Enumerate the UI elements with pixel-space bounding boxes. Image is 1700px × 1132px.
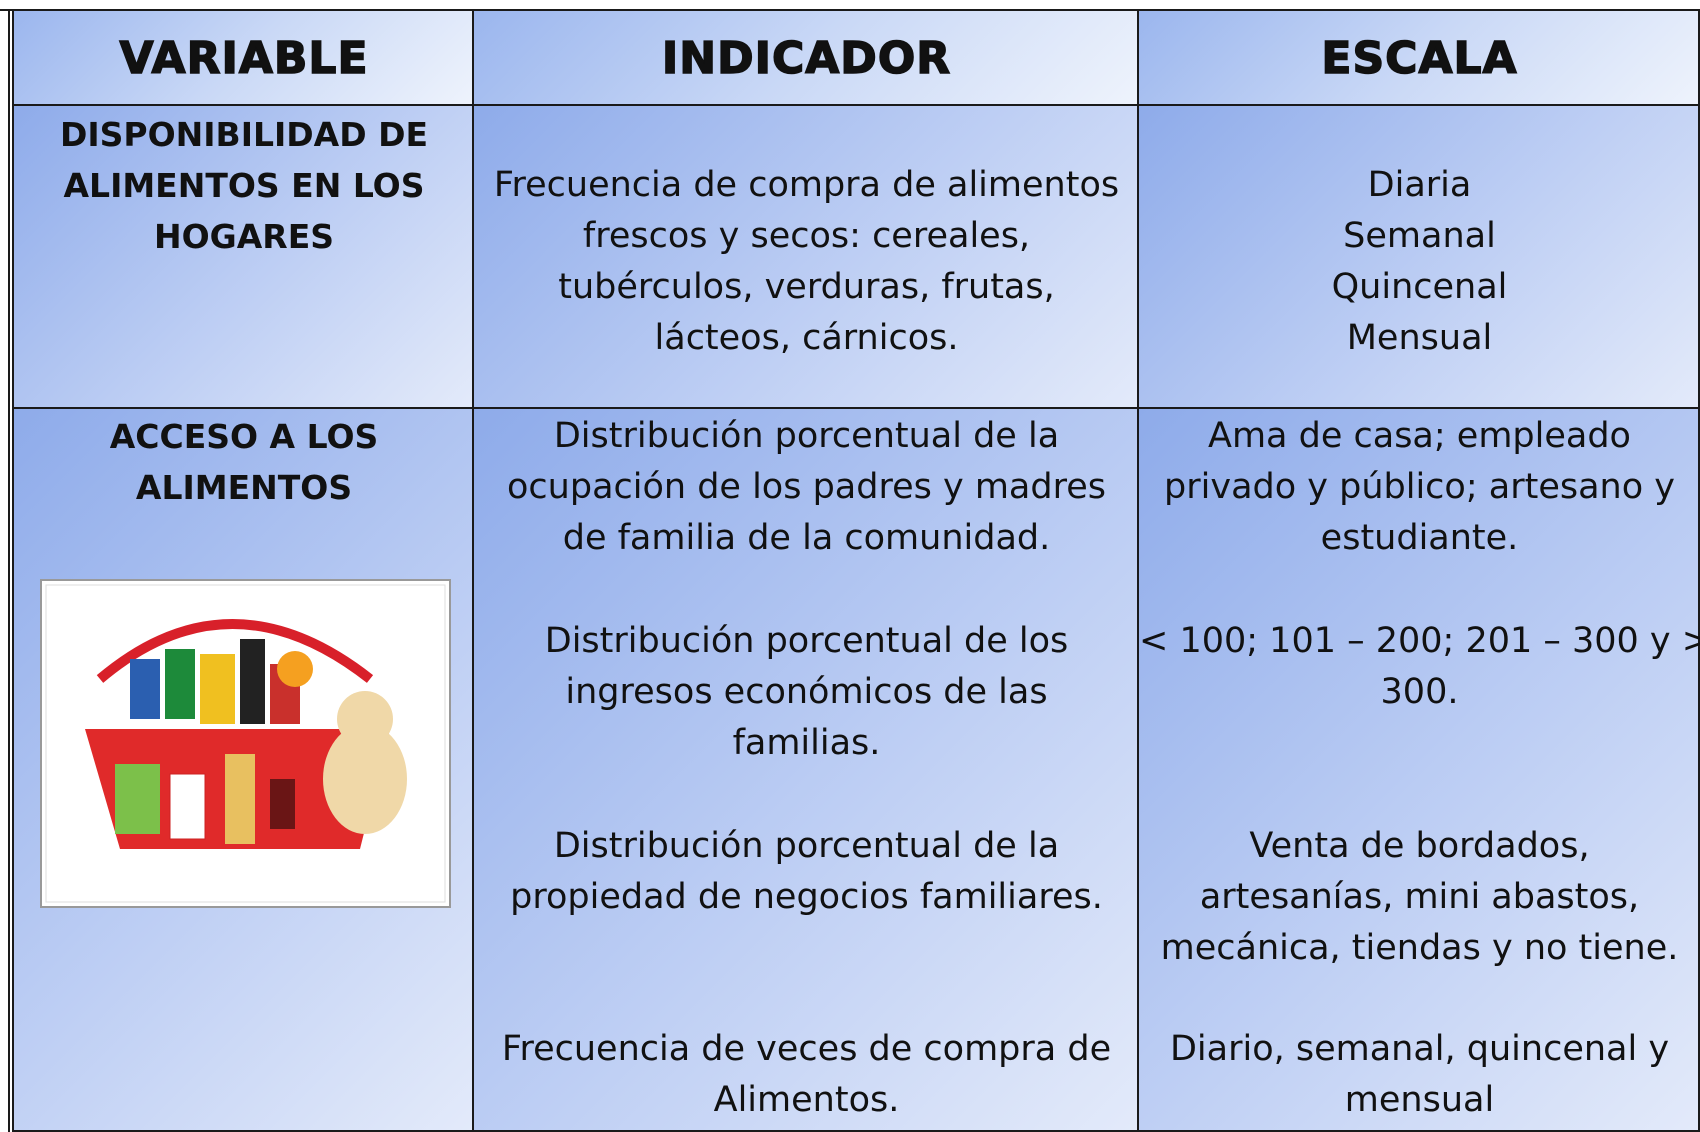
variable-text: DISPONIBILIDAD DE (59, 115, 429, 154)
food-basket-image (40, 579, 451, 908)
indicator-text: lácteos, cárnicos. (654, 318, 959, 358)
scale-text: Quincenal (1331, 267, 1508, 307)
scale-text: mecánica, tiendas y no tiene. (1160, 928, 1679, 968)
scale-text: Semanal (1343, 216, 1496, 256)
header-label: VARIABLE (119, 32, 369, 85)
indicator-text: de familia de la comunidad. (562, 518, 1051, 558)
scale-text: 300. (1380, 672, 1459, 712)
indicator-text: Frecuencia de compra de alimentos (493, 165, 1120, 205)
scale-text: Diario, semanal, quincenal y (1169, 1029, 1670, 1069)
header-label: ESCALA (1321, 32, 1518, 85)
indicator-text: Distribución porcentual de la (553, 416, 1060, 456)
scale-text: Diaria (1367, 165, 1472, 205)
variable-text: HOGARES (153, 217, 335, 256)
table-cell (474, 106, 1139, 409)
indicator-text: Frecuencia de veces de compra de (501, 1029, 1112, 1069)
indicator-text: frescos y secos: cereales, (582, 216, 1031, 256)
left-border (8, 9, 14, 1132)
scale-text: artesanías, mini abastos, (1199, 877, 1640, 917)
scale-text: privado y público; artesano y (1164, 467, 1675, 507)
indicator-text: ocupación de los padres y madres (507, 467, 1106, 507)
scale-text: estudiante. (1320, 518, 1519, 558)
scale-text: Venta de bordados, (1249, 826, 1590, 866)
indicator-text: Distribución porcentual de los (544, 621, 1069, 661)
scale-text: Mensual (1346, 318, 1493, 358)
variable-text: ALIMENTOS EN LOS (63, 166, 425, 205)
indicator-text: familias. (732, 723, 881, 763)
table-cell (14, 106, 474, 409)
scale-text: < 100; 101 – 200; 201 – 300 y > (1139, 621, 1700, 661)
variable-text: ALIMENTOS (135, 468, 353, 507)
header-label: INDICADOR (661, 32, 952, 85)
indicator-text: tubérculos, verduras, frutas, (558, 267, 1055, 307)
variable-text: ACCESO A LOS (109, 417, 379, 456)
header-cell (1139, 11, 1700, 106)
table-cell (1139, 409, 1700, 1132)
indicator-text: propiedad de negocios familiares. (510, 877, 1103, 917)
scale-text: mensual (1344, 1080, 1495, 1120)
table-cell (1139, 106, 1700, 409)
indicator-text: ingresos económicos de las (565, 672, 1048, 712)
indicator-text: Distribución porcentual de la (553, 826, 1060, 866)
table-cell (474, 409, 1139, 1132)
scale-text: Ama de casa; empleado (1208, 416, 1631, 456)
top-border (0, 0, 1700, 11)
indicator-text: Alimentos. (713, 1080, 900, 1120)
header-cell (474, 11, 1139, 106)
header-cell (14, 11, 474, 106)
